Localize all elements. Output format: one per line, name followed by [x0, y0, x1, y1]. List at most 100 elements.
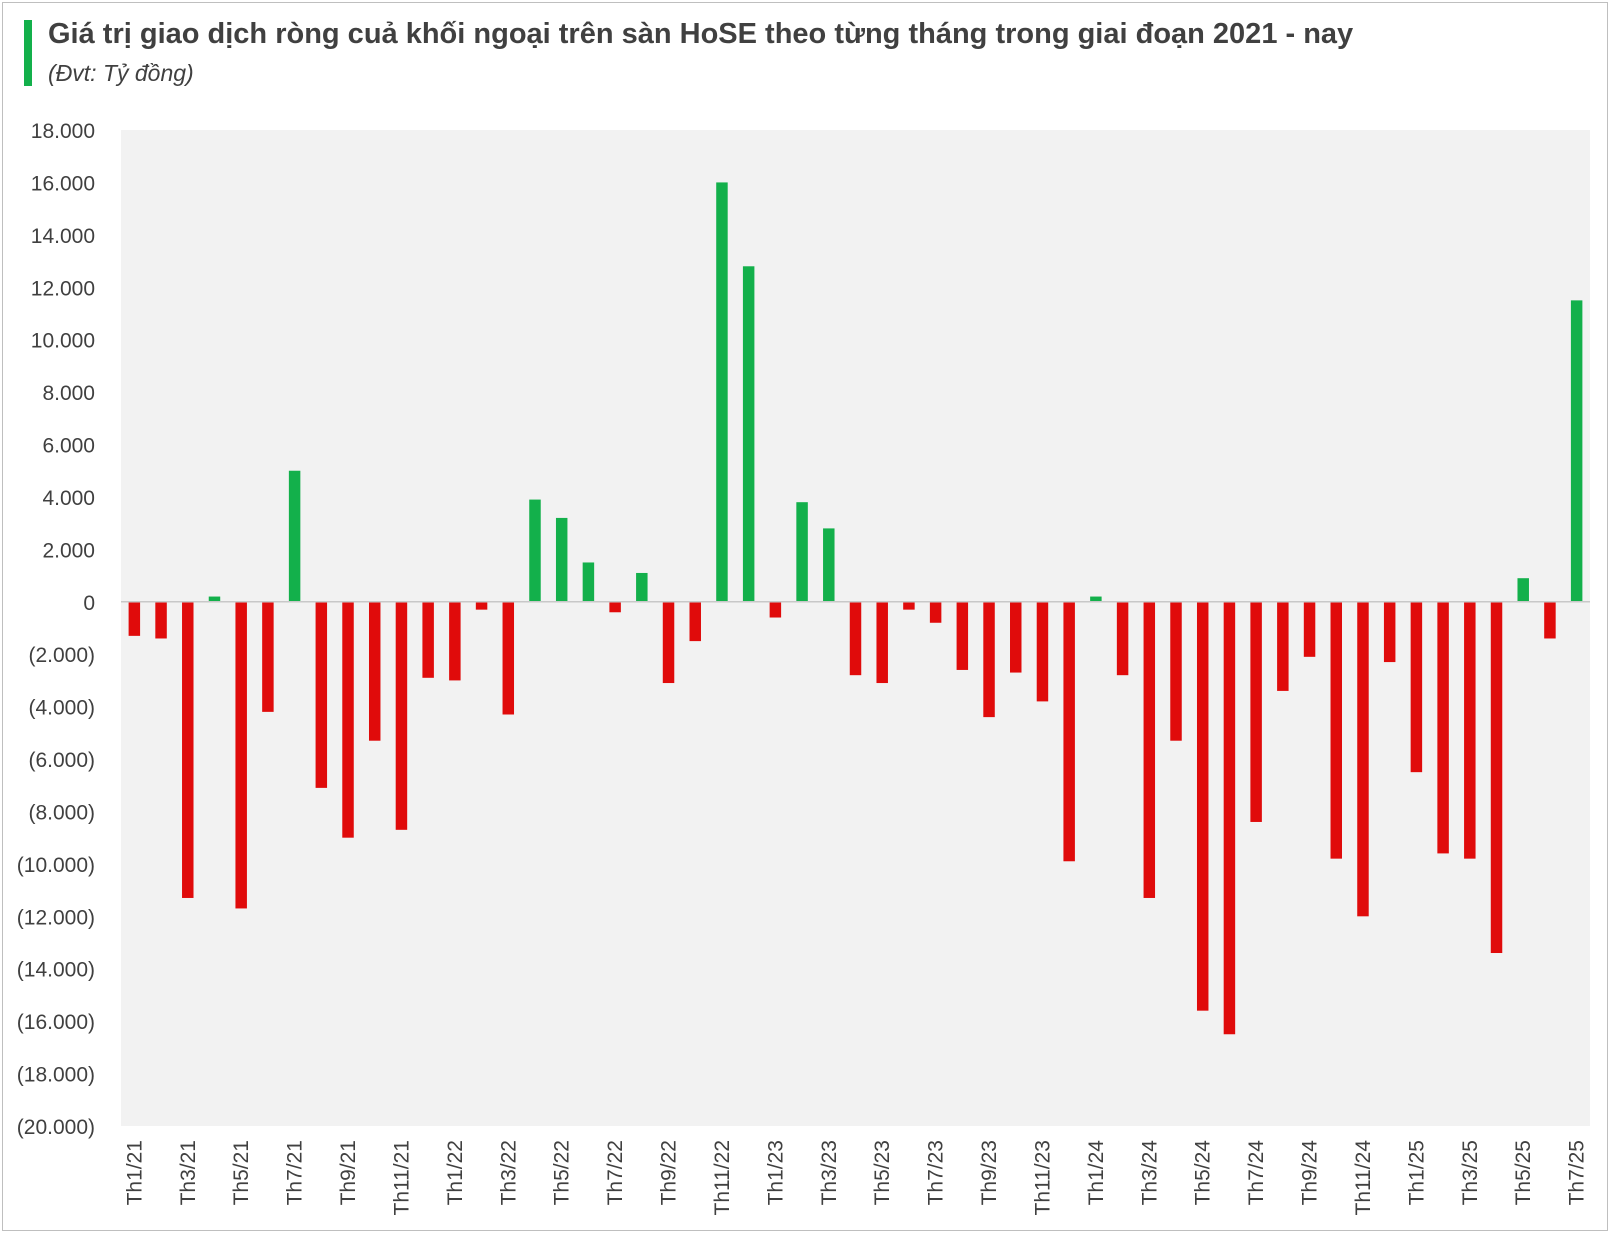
bar-th4-24: [1170, 601, 1182, 741]
y-tick-label: (18.000): [17, 1064, 95, 1087]
x-axis: Th1/21 Th3/21 Th5/21 Th7/21 Th9/21 Th11/21 Th1…: [123, 1140, 1588, 1216]
x-tick-label: Th3/22: [497, 1140, 520, 1205]
x-tick-label: Th7/21: [284, 1140, 307, 1205]
bar-th7-23: [929, 601, 942, 623]
x-tick-label: Th5/24: [1192, 1140, 1215, 1206]
bar-th2-25: [1437, 601, 1449, 854]
bar-th6-25: [1544, 601, 1556, 639]
bar-th9-24: [1303, 601, 1316, 657]
x-tick-label: Th1/21: [123, 1140, 146, 1205]
bar-th6-23: [903, 601, 915, 610]
y-tick-label: (8.000): [28, 801, 95, 824]
bar-th2-22: [475, 601, 488, 610]
x-tick-label: Th11/22: [711, 1140, 734, 1216]
bar-th10-23: [1010, 601, 1022, 673]
bar-th6-22: [582, 562, 595, 602]
x-tick-label: Th1/24: [1085, 1140, 1108, 1206]
bar-th1-21: [128, 601, 141, 636]
bar-th9-21: [342, 601, 354, 838]
x-tick-label: Th9/24: [1299, 1140, 1322, 1206]
bar-th4-21: [208, 596, 221, 602]
y-tick-label: 6.000: [42, 435, 95, 458]
bar-th5-22: [555, 517, 568, 602]
bar-th3-21: [182, 601, 194, 898]
y-tick-label: 10.000: [31, 330, 95, 353]
y-tick-label: (4.000): [28, 697, 95, 720]
bar-th3-23: [823, 528, 835, 602]
bar-th7-21: [288, 470, 301, 602]
y-tick-label: (20.000): [17, 1116, 95, 1139]
y-tick-label: (2.000): [28, 644, 95, 667]
bar-th11-24: [1357, 601, 1369, 917]
y-tick-label: 12.000: [31, 277, 95, 300]
bar-th1-25: [1410, 601, 1423, 773]
bar-th5-25: [1517, 578, 1529, 602]
x-tick-label: Th11/21: [390, 1140, 413, 1216]
x-tick-label: Th5/22: [551, 1140, 574, 1205]
bar-th7-24: [1250, 601, 1262, 822]
x-tick-label: Th5/25: [1512, 1140, 1535, 1205]
y-tick-label: 14.000: [31, 225, 95, 248]
y-tick-label: (16.000): [17, 1011, 95, 1034]
y-tick-label: 2.000: [42, 539, 95, 562]
y-tick-label: (14.000): [17, 959, 95, 982]
x-tick-label: Th11/23: [1031, 1140, 1054, 1216]
y-tick-label: 8.000: [42, 382, 95, 405]
bar-th12-24: [1383, 601, 1396, 663]
x-tick-label: Th7/24: [1245, 1140, 1268, 1206]
x-tick-label: Th7/22: [604, 1140, 627, 1205]
x-tick-label: Th1/22: [444, 1140, 467, 1205]
y-tick-label: 0: [83, 592, 95, 615]
bar-th10-21: [368, 601, 381, 741]
chart-title: Giá trị giao dịch ròng cuả khối ngoại tr…: [48, 18, 1354, 50]
x-tick-label: Th3/21: [177, 1140, 200, 1205]
x-tick-label: Th5/23: [871, 1140, 894, 1205]
x-tick-label: Th3/24: [1138, 1140, 1161, 1206]
bar-th4-22: [529, 499, 541, 602]
x-tick-label: Th3/23: [818, 1140, 841, 1205]
bar-th8-21: [315, 601, 328, 788]
bar-th8-23: [956, 601, 969, 670]
bar-th1-23: [769, 601, 782, 618]
bar-th7-25: [1570, 300, 1583, 602]
x-tick-label: Th7/25: [1566, 1140, 1589, 1205]
bar-th2-24: [1116, 601, 1129, 676]
bar-th8-22: [636, 572, 648, 602]
x-tick-label: Th1/23: [764, 1140, 787, 1205]
chart-subtitle: (Đvt: Tỷ đồng): [48, 60, 194, 86]
bar-th2-23: [796, 502, 808, 602]
bar-th6-24: [1223, 601, 1236, 1035]
y-tick-label: (12.000): [17, 906, 95, 929]
bar-th5-24: [1196, 601, 1209, 1011]
bar-th12-23: [1063, 601, 1075, 862]
x-tick-label: Th9/22: [658, 1140, 681, 1205]
bar-th11-23: [1036, 601, 1049, 702]
y-axis: 18.000 16.000 14.000 12.000 10.000 8.000 6.000…: [17, 120, 95, 1139]
x-tick-label: Th5/21: [230, 1140, 253, 1205]
bar-th9-23: [983, 601, 995, 718]
x-tick-label: Th11/24: [1352, 1140, 1375, 1216]
bar-th6-21: [262, 601, 274, 712]
bar-th12-22: [742, 266, 755, 602]
bar-th10-22: [689, 601, 701, 642]
x-tick-label: Th1/25: [1405, 1140, 1428, 1205]
bar-th4-25: [1490, 601, 1503, 954]
y-tick-label: (10.000): [17, 854, 95, 877]
bar-th4-23: [849, 601, 862, 676]
x-tick-label: Th3/25: [1459, 1140, 1482, 1205]
bar-th11-21: [395, 601, 408, 830]
bars: [128, 182, 1583, 1035]
bar-th7-22: [609, 601, 621, 613]
y-tick-label: 16.000: [31, 172, 95, 195]
bar-th3-25: [1464, 601, 1476, 859]
y-tick-label: 18.000: [31, 120, 95, 143]
bar-th12-21: [422, 601, 434, 678]
x-tick-label: Th7/23: [925, 1140, 948, 1205]
x-tick-label: Th9/23: [978, 1140, 1001, 1205]
bar-th5-21: [235, 601, 247, 909]
bar-th10-24: [1330, 601, 1342, 859]
bar-th2-21: [155, 601, 167, 639]
y-tick-label: 4.000: [42, 487, 95, 510]
bar-th3-22: [502, 601, 515, 715]
